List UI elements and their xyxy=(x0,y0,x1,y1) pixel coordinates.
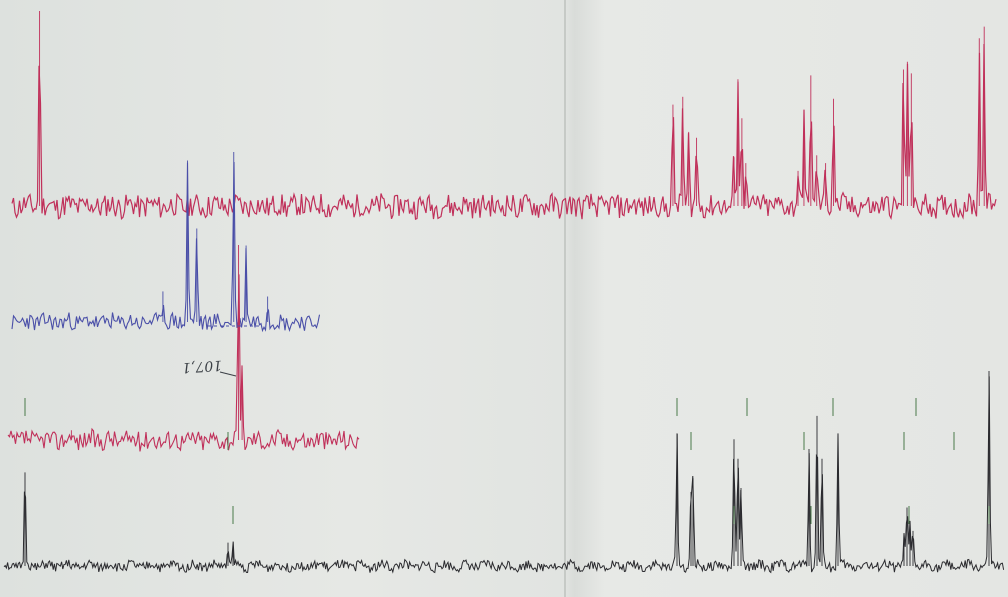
spectrum-red-expansion xyxy=(7,274,360,452)
spectrum-top xyxy=(11,43,997,221)
annotation-pointer xyxy=(219,371,237,377)
spectrum-bottom xyxy=(3,376,1005,574)
handwritten-annotation: 107,1 xyxy=(181,356,223,376)
spectrum-blue-expansion xyxy=(11,161,321,333)
paper-fold xyxy=(564,0,566,597)
